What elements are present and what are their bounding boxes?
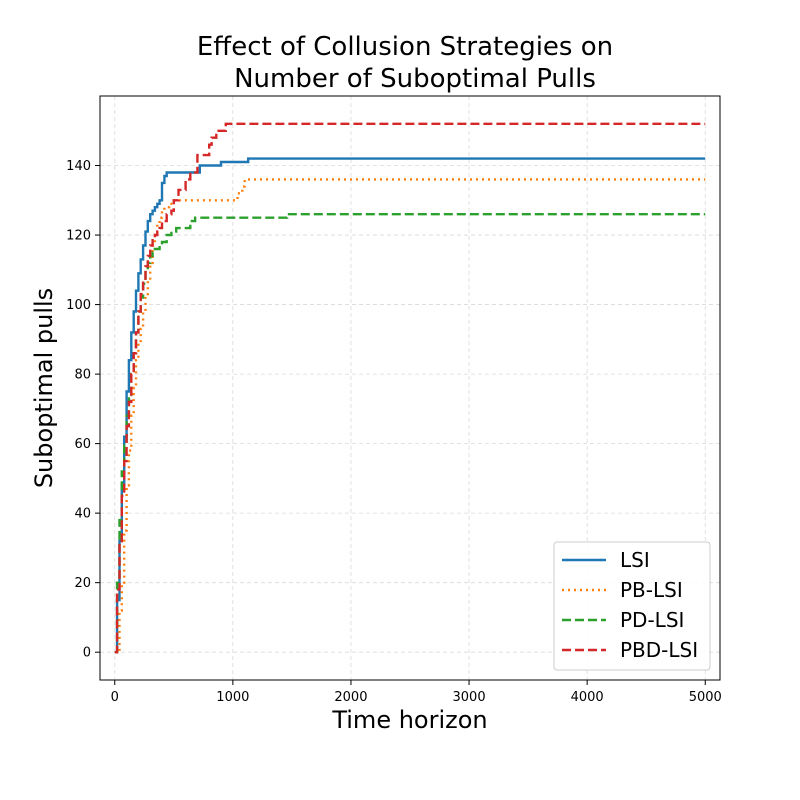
x-tick-label: 5000	[689, 690, 722, 705]
legend-label-pd-lsi: PD-LSI	[620, 608, 684, 632]
y-axis-label: Suboptimal pulls	[30, 288, 58, 488]
y-tick-label: 60	[74, 437, 91, 452]
series-line-pd-lsi	[114, 212, 706, 654]
legend-label-lsi: LSI	[620, 548, 650, 572]
y-axis-ticks: 0 20 40 60 80 100 120 140	[66, 159, 100, 661]
y-tick-label: 40	[74, 507, 91, 522]
y-tick-label: 140	[66, 159, 91, 174]
x-tick-label: 3000	[453, 690, 486, 705]
x-axis-ticks: 0 1000 2000 3000 4000 5000	[111, 680, 722, 705]
y-tick-label: 20	[74, 576, 91, 591]
x-tick-label: 4000	[571, 690, 604, 705]
series-line-pbd-lsi	[114, 122, 706, 654]
plot-series	[114, 122, 706, 654]
legend-frame	[553, 541, 711, 671]
x-tick-label: 0	[111, 690, 119, 705]
legend-label-pbd-lsi: PBD-LSI	[620, 638, 698, 662]
x-axis-label: Time horizon	[331, 706, 487, 734]
legend-entries: LSI PB-LSI PD-LSI PBD-LSI	[562, 548, 698, 662]
plot-area-frame	[99, 95, 721, 681]
y-tick-label: 0	[83, 646, 91, 661]
chart-title-line-1: Effect of Collusion Strategies on	[197, 32, 613, 62]
y-tick-label: 120	[66, 229, 91, 244]
x-tick-label: 1000	[216, 690, 249, 705]
series-line-pb-lsi	[114, 178, 706, 654]
x-tick-label: 2000	[334, 690, 367, 705]
legend-label-pb-lsi: PB-LSI	[620, 578, 683, 602]
legend: LSI PB-LSI PD-LSI PBD-LSI	[553, 541, 711, 671]
chart-title-line-2: Number of Suboptimal Pulls	[234, 64, 596, 94]
y-tick-label: 100	[66, 298, 91, 313]
y-tick-label: 80	[74, 368, 91, 383]
